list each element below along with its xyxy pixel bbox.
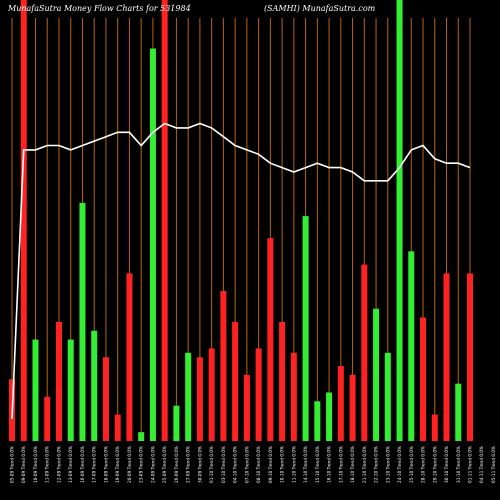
x-tick-label: 05-11 Trend 0.0% (491, 446, 496, 483)
x-tick-label: 21-10 Trend 0.0% (362, 446, 367, 483)
money-flow-bar (361, 264, 368, 441)
money-flow-bar (267, 238, 274, 441)
x-tick-label: 04-10 Trend 0.0% (233, 446, 238, 483)
flow-line-layer (11, 122, 471, 419)
x-tick-label: 03-10 Trend 0.0% (221, 446, 226, 483)
money-flow-bar (126, 273, 133, 441)
money-flow-bar (196, 357, 203, 441)
x-tick-label: 30-09 Trend 0.0% (197, 446, 202, 483)
money-flow-bar (102, 357, 109, 441)
x-tick-label: 16-09 Trend 0.0% (80, 446, 85, 483)
money-flow-bar (396, 0, 403, 441)
money-flow-bar (467, 273, 473, 441)
money-flow-bar (455, 383, 462, 441)
x-tick-label: 26-09 Trend 0.0% (174, 446, 179, 483)
x-tick-label: 15-10 Trend 0.0% (315, 446, 320, 483)
x-tick-label: 25-10 Trend 0.0% (409, 446, 414, 483)
x-tick-label: 09-10 Trend 0.0% (268, 446, 273, 483)
money-flow-bar (149, 48, 156, 441)
money-flow-bar (443, 273, 450, 441)
x-tick-label: 24-09 Trend 0.0% (150, 446, 155, 483)
x-tick-label: 11-09 Trend 0.0% (45, 446, 50, 483)
money-flow-bar (232, 321, 239, 441)
money-flow-bar (243, 374, 250, 441)
money-flow-bar (420, 317, 427, 441)
flow-line (11, 122, 471, 419)
x-tick-label: 30-10 Trend 0.0% (444, 446, 449, 483)
x-tick-label: 16-10 Trend 0.0% (327, 446, 332, 483)
money-flow-bar (314, 401, 321, 441)
money-flow-bar (32, 339, 39, 441)
money-flow-bar (208, 348, 215, 441)
x-tick-label: 23-09 Trend 0.0% (139, 446, 144, 483)
x-tick-label: 27-09 Trend 0.0% (186, 446, 191, 483)
x-tick-label: 18-09 Trend 0.0% (103, 446, 108, 483)
x-tick-label: 28-10 Trend 0.0% (421, 446, 426, 483)
chart-title-right: (SAMHI) MunafaSutra.com (264, 4, 376, 13)
money-flow-bar (44, 396, 51, 441)
money-flow-bar (279, 321, 286, 441)
x-tick-label: 13-09 Trend 0.0% (68, 446, 73, 483)
money-flow-bar (161, 0, 168, 441)
money-flow-bar (326, 392, 333, 441)
x-tick-label: 29-10 Trend 0.0% (432, 446, 437, 483)
money-flow-bar (79, 202, 86, 441)
x-tick-label: 01-11 Trend 0.0% (468, 446, 473, 483)
money-flow-bar (337, 366, 344, 441)
bars (9, 0, 473, 441)
x-tick-label: 24-10 Trend 0.0% (397, 446, 402, 483)
money-flow-bar (408, 251, 415, 441)
money-flow-bar (220, 291, 227, 441)
chart-title-left: MunafaSutra Money Flow Charts for 531984 (7, 4, 191, 13)
x-tick-label: 01-10 Trend 0.0% (209, 446, 214, 483)
x-tick-label: 25-09 Trend 0.0% (162, 446, 167, 483)
x-tick-label: 11-10 Trend 0.0% (291, 446, 296, 483)
x-tick-label: 23-10 Trend 0.0% (385, 446, 390, 483)
money-flow-bar (373, 308, 380, 441)
money-flow-bar (55, 321, 62, 441)
money-flow-bar (91, 330, 98, 441)
x-tick-label: 07-10 Trend 0.0% (244, 446, 249, 483)
money-flow-bar (185, 352, 192, 441)
x-tick-label: 17-10 Trend 0.0% (338, 446, 343, 483)
x-tick-labels: 05-09 Trend 0.0% 09-09 Trend 0.0% 10-09 Tr… (10, 446, 497, 483)
money-flow-bar (384, 352, 391, 441)
x-tick-label: 08-10 Trend 0.0% (256, 446, 261, 483)
x-tick-label: 05-09 Trend 0.0% (10, 446, 15, 483)
x-tick-label: 10-10 Trend 0.0% (280, 446, 285, 483)
x-tick-label: 10-09 Trend 0.0% (33, 446, 38, 483)
x-tick-label: 20-09 Trend 0.0% (127, 446, 132, 483)
x-tick-label: 31-10 Trend 0.0% (456, 446, 461, 483)
x-tick-label: 19-09 Trend 0.0% (115, 446, 120, 483)
money-flow-bar (67, 339, 74, 441)
x-tick-label: 22-10 Trend 0.0% (374, 446, 379, 483)
money-flow-bar (290, 352, 297, 441)
money-flow-bar (431, 414, 438, 441)
x-tick-label: 17-09 Trend 0.0% (92, 446, 97, 483)
money-flow-bar (349, 374, 356, 441)
x-tick-label: 18-10 Trend 0.0% (350, 446, 355, 483)
x-tick-label: 14-10 Trend 0.0% (303, 446, 308, 483)
money-flow-bar (255, 348, 262, 441)
money-flow-bar (173, 405, 180, 441)
money-flow-bar (138, 432, 145, 441)
x-tick-label: 04-11 Trend 0.0% (479, 446, 484, 483)
money-flow-bar (302, 216, 309, 441)
money-flow-bar (20, 0, 27, 441)
money-flow-bar (114, 414, 121, 441)
x-tick-label: 09-09 Trend 0.0% (21, 446, 26, 483)
x-tick-label: 12-09 Trend 0.0% (57, 446, 62, 483)
